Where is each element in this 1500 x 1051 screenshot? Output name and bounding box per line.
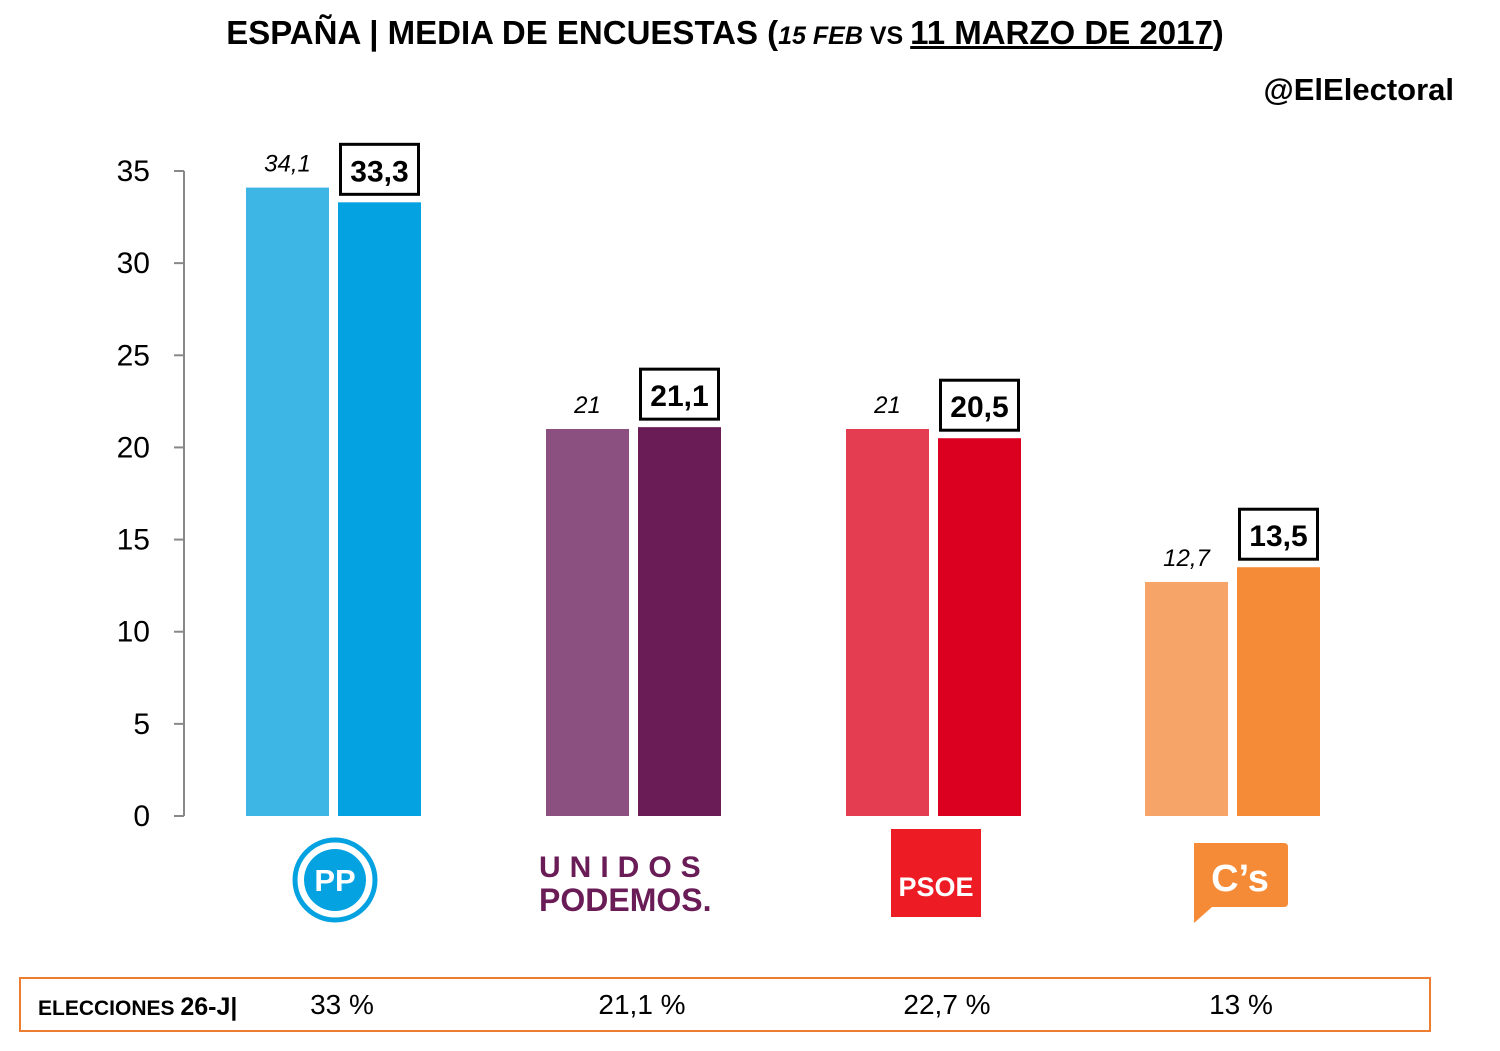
cs-logo-text: C’s — [1211, 858, 1269, 900]
data-label-current: 20,5 — [950, 391, 1008, 424]
result-pp: 33 % — [310, 989, 374, 1020]
pp-logo-text: PP — [314, 863, 355, 898]
y-tick-label: 0 — [133, 800, 150, 833]
result-podemos: 21,1 % — [598, 989, 686, 1020]
bar-previous — [246, 187, 329, 817]
result-psoe: 22,7 % — [903, 989, 991, 1020]
bar-current — [938, 438, 1021, 816]
bar-previous — [1145, 581, 1228, 816]
data-label-current: 21,1 — [650, 380, 708, 413]
result-cs: 13 % — [1209, 989, 1273, 1020]
author-handle: @ElElectoral — [1263, 72, 1454, 107]
elections-label: ELECCIONES 26-J| — [38, 993, 238, 1021]
election-results-bar: ELECCIONES 26-J| 33 % 21,1 % 22,7 % 13 % — [19, 977, 1431, 1032]
bar-chart: 0 5 10 15 20 25 30 35 34,1 33,3 21 21,1 21 20,5 12,7 13… — [117, 142, 1320, 833]
y-tick-label: 35 — [117, 155, 150, 188]
data-label-current: 33,3 — [350, 155, 408, 188]
y-tick-label: 30 — [117, 247, 150, 280]
data-label-previous: 21 — [873, 392, 901, 419]
y-tick-label: 25 — [117, 339, 150, 372]
title-date-current: 11 MARZO DE 2017 — [910, 14, 1213, 51]
bar-previous — [846, 429, 929, 816]
y-tick-label: 15 — [117, 524, 150, 557]
chart-title: ESPAÑA | MEDIA DE ENCUESTAS (15 FEB VS 1… — [226, 14, 1224, 51]
data-label-box — [339, 142, 420, 196]
podemos-logo-line2: PODEMOS. — [539, 882, 711, 918]
podemos-logo-line1: UNIDOS — [539, 851, 710, 884]
data-label-box — [639, 367, 720, 421]
psoe-logo-text: PSOE — [898, 872, 973, 902]
bar-current — [638, 427, 721, 816]
bar-current — [338, 202, 421, 817]
bar-current — [1237, 567, 1320, 816]
cs-logo: C’s — [1194, 843, 1288, 923]
y-tick-label: 5 — [133, 708, 150, 741]
data-label-current: 13,5 — [1249, 520, 1307, 553]
pp-logo: PP — [292, 837, 378, 923]
y-tick-label: 20 — [117, 431, 150, 464]
bar-previous — [546, 429, 629, 816]
data-label-box — [1238, 507, 1319, 561]
y-tick-label: 10 — [117, 616, 150, 649]
podemos-logo: UNIDOS PODEMOS. — [539, 851, 711, 918]
data-label-previous: 34,1 — [264, 151, 311, 178]
data-label-previous: 12,7 — [1163, 545, 1211, 572]
title-date-previous: 15 FEB — [778, 22, 863, 50]
data-label-box — [939, 378, 1020, 432]
psoe-logo: PSOE — [891, 829, 981, 917]
data-label-previous: 21 — [573, 392, 601, 419]
